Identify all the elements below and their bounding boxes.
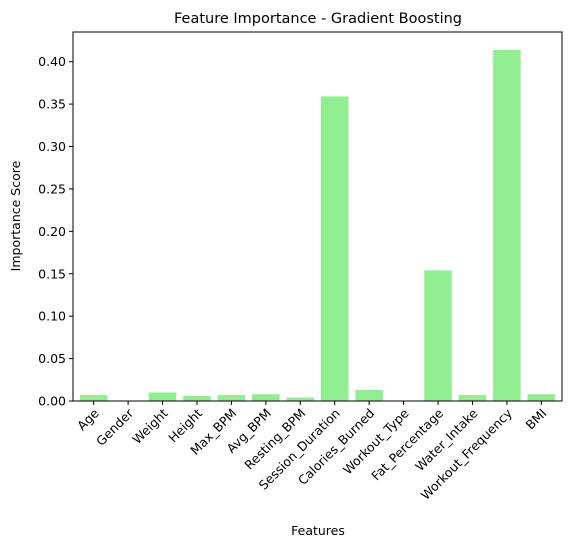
bar-avg-bpm (252, 394, 280, 401)
bar-session-duration (320, 96, 349, 401)
bars-group (79, 49, 556, 402)
x-tick-label: Age (74, 405, 102, 433)
y-tick-label: 0.00 (38, 394, 66, 409)
y-tick-label: 0.10 (38, 309, 66, 324)
bar-resting-bpm (286, 397, 315, 401)
bar-water-intake (458, 395, 487, 401)
y-axis: 0.00 0.05 0.10 0.15 0.20 0.25 0.30 0.35 0.40 (38, 54, 73, 409)
y-tick-label: 0.05 (38, 351, 66, 366)
x-axis-label: Features (291, 523, 345, 538)
bar-calories-burned (355, 389, 383, 401)
bar-workout-frequency (493, 49, 521, 402)
y-tick-label: 0.35 (38, 97, 66, 112)
plot-frame (72, 31, 563, 402)
x-tick-label: BMI (523, 406, 550, 433)
y-tick-label: 0.25 (38, 181, 66, 196)
x-axis: AgeGenderWeightHeightMax_BPMAvg_BPMResti… (74, 401, 549, 503)
bar-bmi (527, 394, 556, 401)
x-tick-label: Weight (129, 405, 170, 446)
bar-fat-percentage (424, 270, 452, 401)
y-tick-label: 0.20 (38, 224, 66, 239)
y-tick-label: 0.15 (38, 266, 66, 281)
bar-height (183, 395, 211, 401)
y-axis-label: Importance Score (8, 160, 23, 271)
y-tick-label: 0.30 (38, 139, 66, 154)
bar-max-bpm (217, 395, 246, 401)
x-tick-label: Gender (93, 405, 137, 449)
bar-weight (148, 392, 177, 401)
bar-age (79, 395, 108, 401)
chart-title: Feature Importance - Gradient Boosting (174, 11, 462, 27)
y-tick-label: 0.40 (38, 54, 66, 69)
